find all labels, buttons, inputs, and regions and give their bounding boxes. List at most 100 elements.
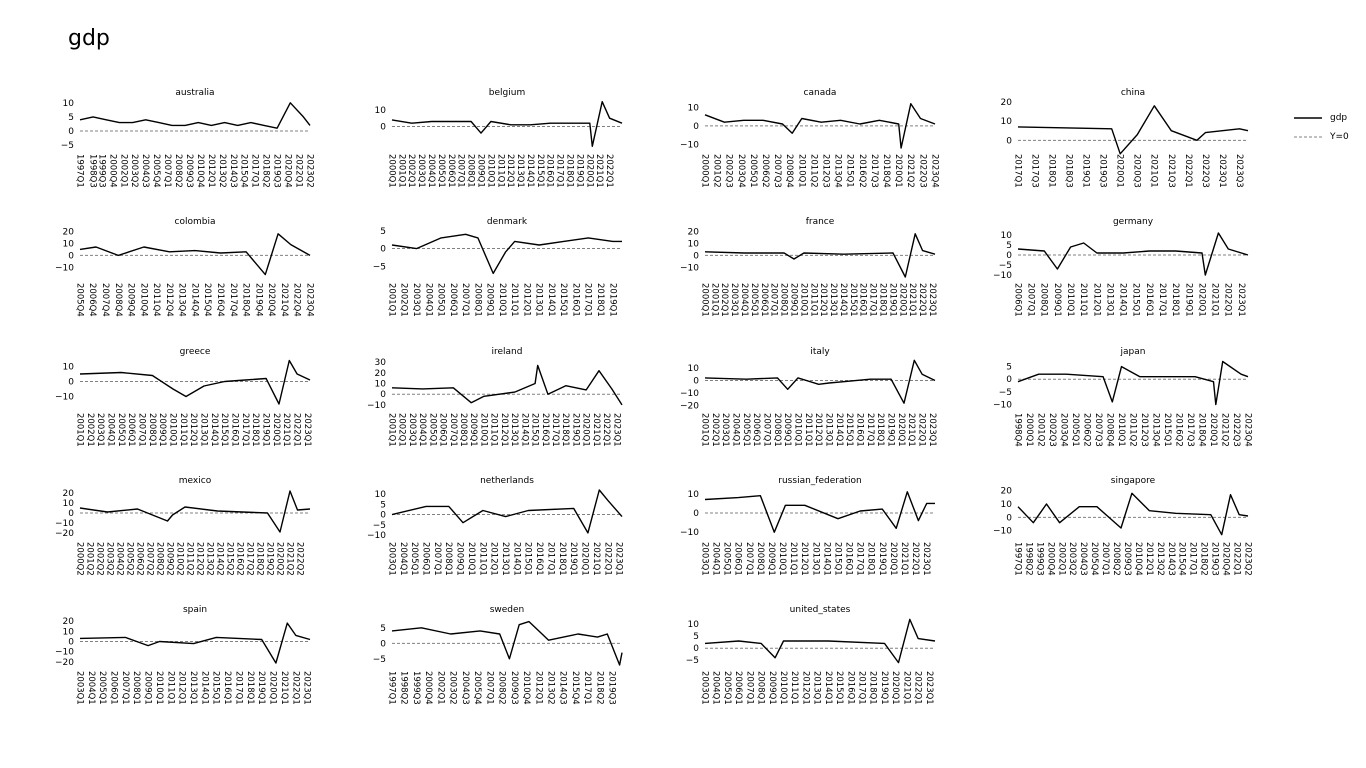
y-tick-label: −5 xyxy=(373,655,386,665)
x-tick-label: 2001Q2 xyxy=(84,542,94,576)
y-tick-label: 0 xyxy=(693,251,699,261)
x-tick-label: 2004Q1 xyxy=(711,542,721,576)
x-tick-label: 2013Q1 xyxy=(509,413,519,447)
x-tick-label: 2011Q1 xyxy=(808,283,818,317)
x-tick-label: 2010Q1 xyxy=(478,413,488,447)
subplot-title: mexico xyxy=(179,476,212,486)
x-tick-label: 2023Q1 xyxy=(1236,283,1246,317)
y-tick-label: −5 xyxy=(686,656,699,666)
x-tick-label: 2013Q1 xyxy=(500,542,510,576)
x-tick-label: 2022Q1 xyxy=(601,413,611,447)
x-tick-label: 2009Q4 xyxy=(126,283,136,317)
x-tick-label: 2008Q2 xyxy=(154,542,164,576)
x-tick-label: 2009Q1 xyxy=(1052,283,1062,317)
y-tick-label: 10 xyxy=(375,490,387,500)
x-tick-label: 2008Q4 xyxy=(1104,413,1114,447)
x-tick-label: 2021Q1 xyxy=(907,283,917,317)
x-tick-label: 2005Q1 xyxy=(1070,413,1080,447)
series-line-gdp xyxy=(79,233,311,276)
legend-item-y0[interactable]: Y=0 xyxy=(1294,127,1360,146)
x-tick-label: 2009Q1 xyxy=(767,671,777,705)
x-tick-label: 2022Q1 xyxy=(910,542,920,576)
x-tick-label: 2021Q1 xyxy=(1149,154,1159,188)
x-tick-label: 2021Q1 xyxy=(594,154,604,188)
x-tick-label: 2012Q1 xyxy=(177,671,187,705)
y-tick-label: −10 xyxy=(367,531,386,541)
x-tick-label: 2011Q1 xyxy=(495,154,505,188)
y-tick-label: 20 xyxy=(63,617,75,627)
y-tick-label: −5 xyxy=(999,388,1012,398)
x-tick-label: 2011Q1 xyxy=(1078,283,1088,317)
x-tick-label: 2017Q1 xyxy=(1157,283,1167,317)
x-tick-label: 2014Q1 xyxy=(546,283,556,317)
x-tick-label: 2020Q1 xyxy=(584,154,594,188)
x-tick-label: 2013Q1 xyxy=(198,413,208,447)
x-tick-label: 2009Q1 xyxy=(782,413,792,447)
subplot-title: germany xyxy=(1113,217,1154,227)
x-tick-label: 2000Q1 xyxy=(699,283,709,317)
x-tick-label: 2020Q4 xyxy=(266,283,276,317)
x-tick-label: 2001Q1 xyxy=(386,413,396,447)
x-tick-label: 2019Q1 xyxy=(887,283,897,317)
x-tick-label: 2016Q1 xyxy=(230,413,240,447)
x-tick-label: 2005Q1 xyxy=(97,671,107,705)
x-tick-label: 2018Q1 xyxy=(560,413,570,447)
subplot-title: sweden xyxy=(490,605,525,615)
x-tick-label: 2014Q1 xyxy=(1118,283,1128,317)
legend-swatch-y0 xyxy=(1294,136,1322,137)
x-tick-label: 2012Q3 xyxy=(821,154,831,188)
x-tick-label: 2006Q1 xyxy=(751,413,761,447)
subplot-title: greece xyxy=(180,347,211,357)
x-tick-label: 2017Q1 xyxy=(250,154,260,188)
x-tick-label: 2001Q1 xyxy=(74,413,84,447)
x-tick-label: 2008Q1 xyxy=(147,413,157,447)
x-tick-label: 2017Q1 xyxy=(865,413,875,447)
x-tick-label: 2017Q1 xyxy=(857,671,867,705)
x-tick-label: 2017Q1 xyxy=(1012,154,1022,188)
x-tick-label: 2018Q1 xyxy=(866,542,876,576)
x-tick-label: 2014Q1 xyxy=(838,283,848,317)
x-tick-label: 2009Q3 xyxy=(509,671,519,705)
x-tick-label: 2015Q1 xyxy=(845,154,855,188)
subplot-china: china 0 10 20 2017Q1 2017Q3 2018Q1 2018Q3 2019Q1… xyxy=(1001,88,1249,188)
x-tick-label: 2022Q1 xyxy=(1223,283,1233,317)
x-tick-label: 2019Q1 xyxy=(256,671,266,705)
x-tick-label: 2022Q1 xyxy=(1231,542,1241,576)
x-tick-label: 2015Q2 xyxy=(224,542,234,576)
y-tick-label: −10 xyxy=(993,271,1012,281)
x-tick-label: 2014Q2 xyxy=(214,542,224,576)
y-tick-label: 10 xyxy=(375,106,387,116)
legend-item-gdp[interactable]: gdp xyxy=(1294,108,1360,127)
x-tick-label: 2003Q2 xyxy=(104,542,114,576)
x-tick-label: 2019Q1 xyxy=(261,413,271,447)
x-tick-label: 2016Q1 xyxy=(534,542,544,576)
x-tick-label: 2012Q1 xyxy=(800,671,810,705)
x-tick-label: 2023Q1 xyxy=(614,542,624,576)
y-tick-label: 0 xyxy=(68,509,74,519)
x-tick-label: 2002Q1 xyxy=(1056,542,1066,576)
x-tick-label: 2015Q4 xyxy=(239,154,249,188)
y-tick-label: 0 xyxy=(693,122,699,132)
x-tick-label: 2004Q3 xyxy=(1078,542,1088,576)
x-tick-label: 2007Q1 xyxy=(484,671,494,705)
x-tick-label: 2023Q1 xyxy=(924,671,934,705)
x-tick-label: 2014Q3 xyxy=(558,671,568,705)
x-tick-label: 2019Q1 xyxy=(570,413,580,447)
x-tick-label: 2008Q1 xyxy=(779,283,789,317)
y-tick-label: 10 xyxy=(688,103,700,113)
x-tick-label: 2016Q2 xyxy=(1173,413,1183,447)
x-tick-label: 2010Q1 xyxy=(796,154,806,188)
x-tick-label: 2010Q1 xyxy=(798,283,808,317)
x-tick-label: 2008Q1 xyxy=(756,671,766,705)
subplot-title: denmark xyxy=(487,217,528,227)
x-tick-label: 2011Q1 xyxy=(489,413,499,447)
x-tick-label: 2023Q1 xyxy=(927,283,937,317)
x-tick-label: 2015Q1 xyxy=(219,413,229,447)
y-tick-label: 0 xyxy=(1006,513,1012,523)
x-tick-label: 2020Q4 xyxy=(1221,542,1231,576)
x-tick-label: 2004Q1 xyxy=(105,413,115,447)
x-tick-label: 2022Q1 xyxy=(292,413,302,447)
